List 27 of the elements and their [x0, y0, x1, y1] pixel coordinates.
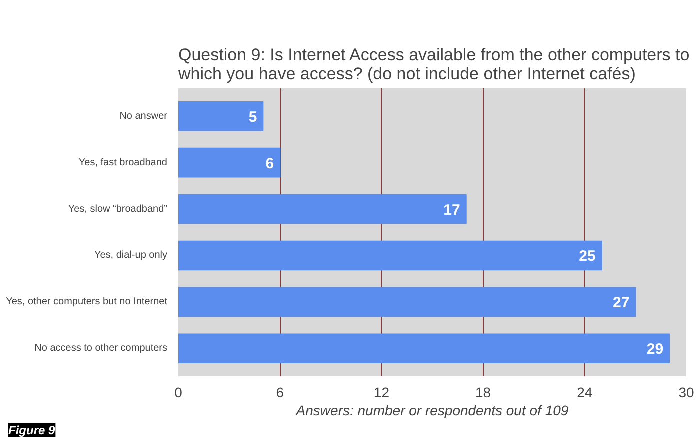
x-tick-label: 0 — [174, 384, 183, 400]
data-label: 25 — [579, 248, 596, 266]
x-tick-label: 18 — [476, 384, 492, 400]
y-tick-label: Yes, fast broadband — [78, 157, 168, 168]
bar — [178, 101, 264, 132]
y-tick-label: No access to other computers — [34, 343, 168, 354]
y-tick-label: No answer — [120, 110, 168, 122]
data-label: 5 — [248, 108, 258, 126]
bar — [178, 334, 670, 364]
data-label: 17 — [444, 202, 460, 219]
x-tick-label: 6 — [276, 384, 284, 400]
x-axis-title: Answers: number or respondents out of 109 — [295, 402, 569, 418]
bar — [178, 287, 636, 318]
bar — [178, 240, 602, 271]
x-tick-label: 12 — [374, 384, 390, 400]
data-label: 6 — [266, 155, 274, 172]
y-tick-label: Yes, other computers but no Internet — [6, 296, 168, 308]
bar — [178, 194, 467, 224]
x-tick-label: 24 — [577, 384, 593, 400]
y-tick-label: Yes, slow “broadband” — [68, 204, 168, 215]
bar — [178, 148, 281, 178]
y-tick-label: Yes, dial-up only — [94, 250, 168, 262]
data-label: 27 — [613, 294, 630, 312]
x-tick-label: 30 — [678, 384, 694, 400]
caption: Figure 9 — [8, 424, 56, 437]
data-label: 29 — [646, 341, 664, 358]
chart-title: Question 9: Is Internet Access available from the other computers to which you have access? (do not include other Internet cafés) — [178, 46, 690, 84]
